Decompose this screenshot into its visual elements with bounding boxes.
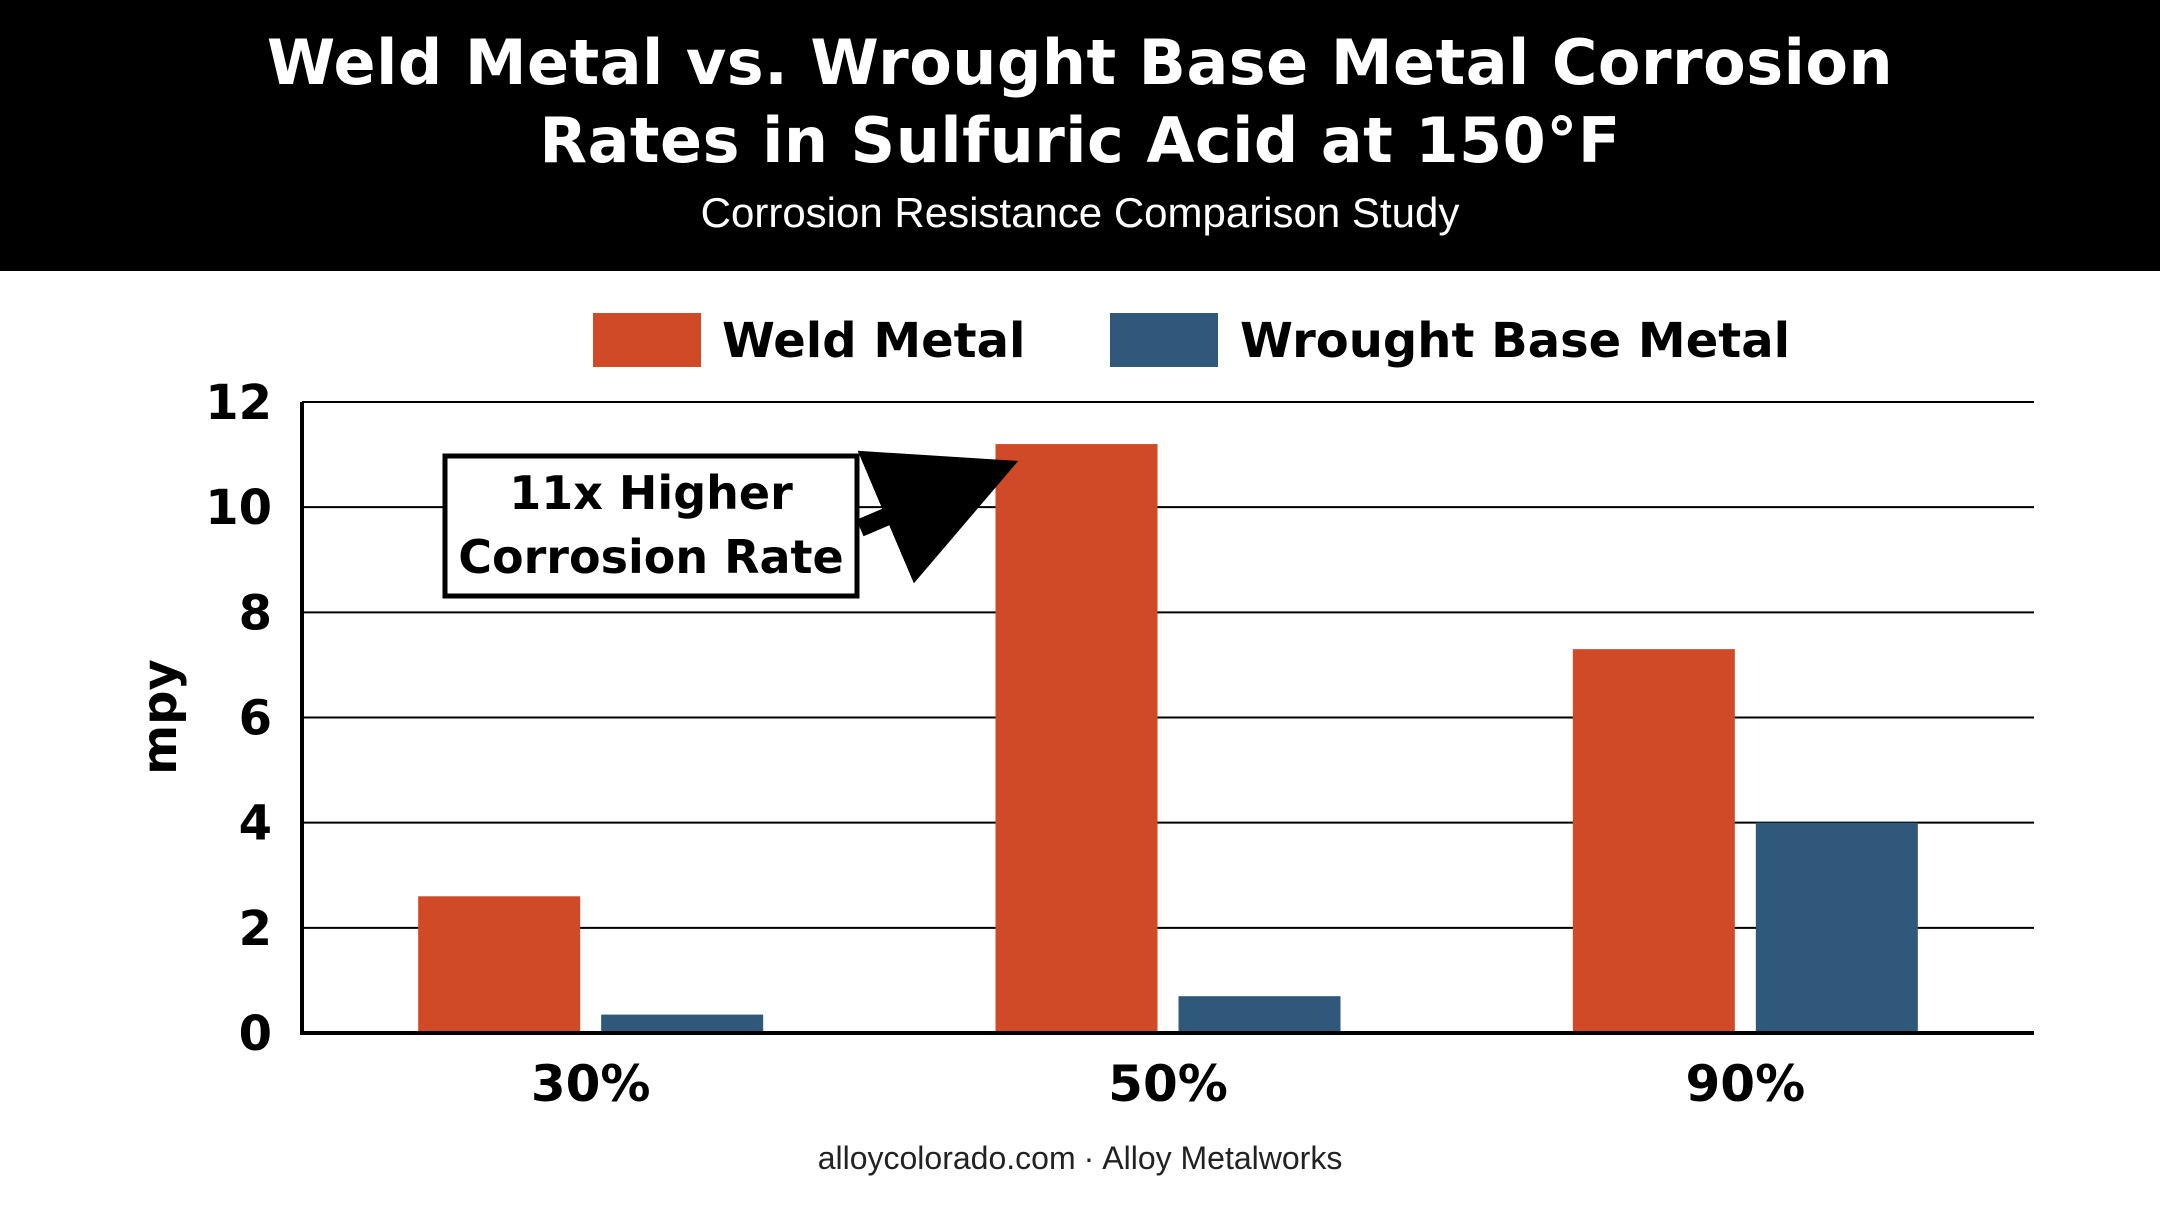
chart-title: Weld Metal vs. Wrought Base Metal Corros…: [0, 24, 2160, 180]
legend-label-wrought-base-metal: Wrought Base Metal: [1240, 313, 1790, 369]
bar-wrought-base-metal-30pct: [601, 1014, 764, 1033]
y-axis-ticks: 0 2 4 6 8 10 12: [205, 375, 272, 1062]
footer: alloycolorado.com · Alloy Metalworks: [0, 1140, 2160, 1177]
chart-title-line1: Weld Metal vs. Wrought Base Metal Corros…: [266, 26, 1894, 99]
y-tick-label: 4: [239, 796, 272, 852]
annotation-line1: 11x Higher: [509, 466, 793, 520]
annotation-arrow: [856, 450, 1019, 584]
footer-site: alloycolorado.com: [817, 1140, 1076, 1176]
legend-swatch-wrought-base-metal: [1110, 313, 1218, 367]
chart-title-line2: Rates in Sulfuric Acid at 150°F: [539, 104, 1621, 177]
y-tick-label: 12: [205, 375, 272, 431]
annotation-line2: Corrosion Rate: [458, 530, 844, 584]
bar-wrought-base-metal-50pct: [1178, 996, 1341, 1033]
y-tick-label: 6: [239, 691, 272, 747]
annotation-box: [442, 453, 860, 599]
x-tick-label: 50%: [1108, 1055, 1228, 1113]
footer-company: Alloy Metalworks: [1102, 1140, 1343, 1176]
bars: [418, 444, 1918, 1033]
x-axis-ticks: 30% 50% 90%: [531, 1055, 1805, 1113]
chart-header: Weld Metal vs. Wrought Base Metal Corros…: [0, 0, 2160, 271]
x-tick-label: 30%: [531, 1055, 651, 1113]
legend-label-weld-metal: Weld Metal: [722, 313, 1025, 369]
bar-weld-metal-30pct: [418, 896, 581, 1033]
chart-subtitle: Corrosion Resistance Comparison Study: [700, 189, 1460, 236]
y-tick-label: 2: [239, 901, 272, 957]
x-tick-label: 90%: [1685, 1055, 1805, 1113]
legend: Weld Metal Wrought Base Metal: [593, 313, 1790, 369]
bar-weld-metal-90pct: [1572, 649, 1735, 1033]
legend-swatch-weld-metal: [593, 313, 701, 367]
bar-weld-metal-50pct: [995, 444, 1158, 1033]
bar-chart: Weld Metal Wrought Base Metal mpy 0 2 4 6 8 1…: [132, 313, 2034, 1113]
footer-separator: ·: [1083, 1140, 1095, 1176]
annotation: 11x Higher Corrosion Rate: [442, 450, 1019, 599]
y-tick-label: 10: [205, 480, 272, 536]
bar-wrought-base-metal-90pct: [1755, 822, 1918, 1033]
y-tick-label: 8: [239, 585, 272, 641]
y-axis-label: mpy: [132, 659, 188, 775]
y-tick-label: 0: [239, 1006, 272, 1062]
